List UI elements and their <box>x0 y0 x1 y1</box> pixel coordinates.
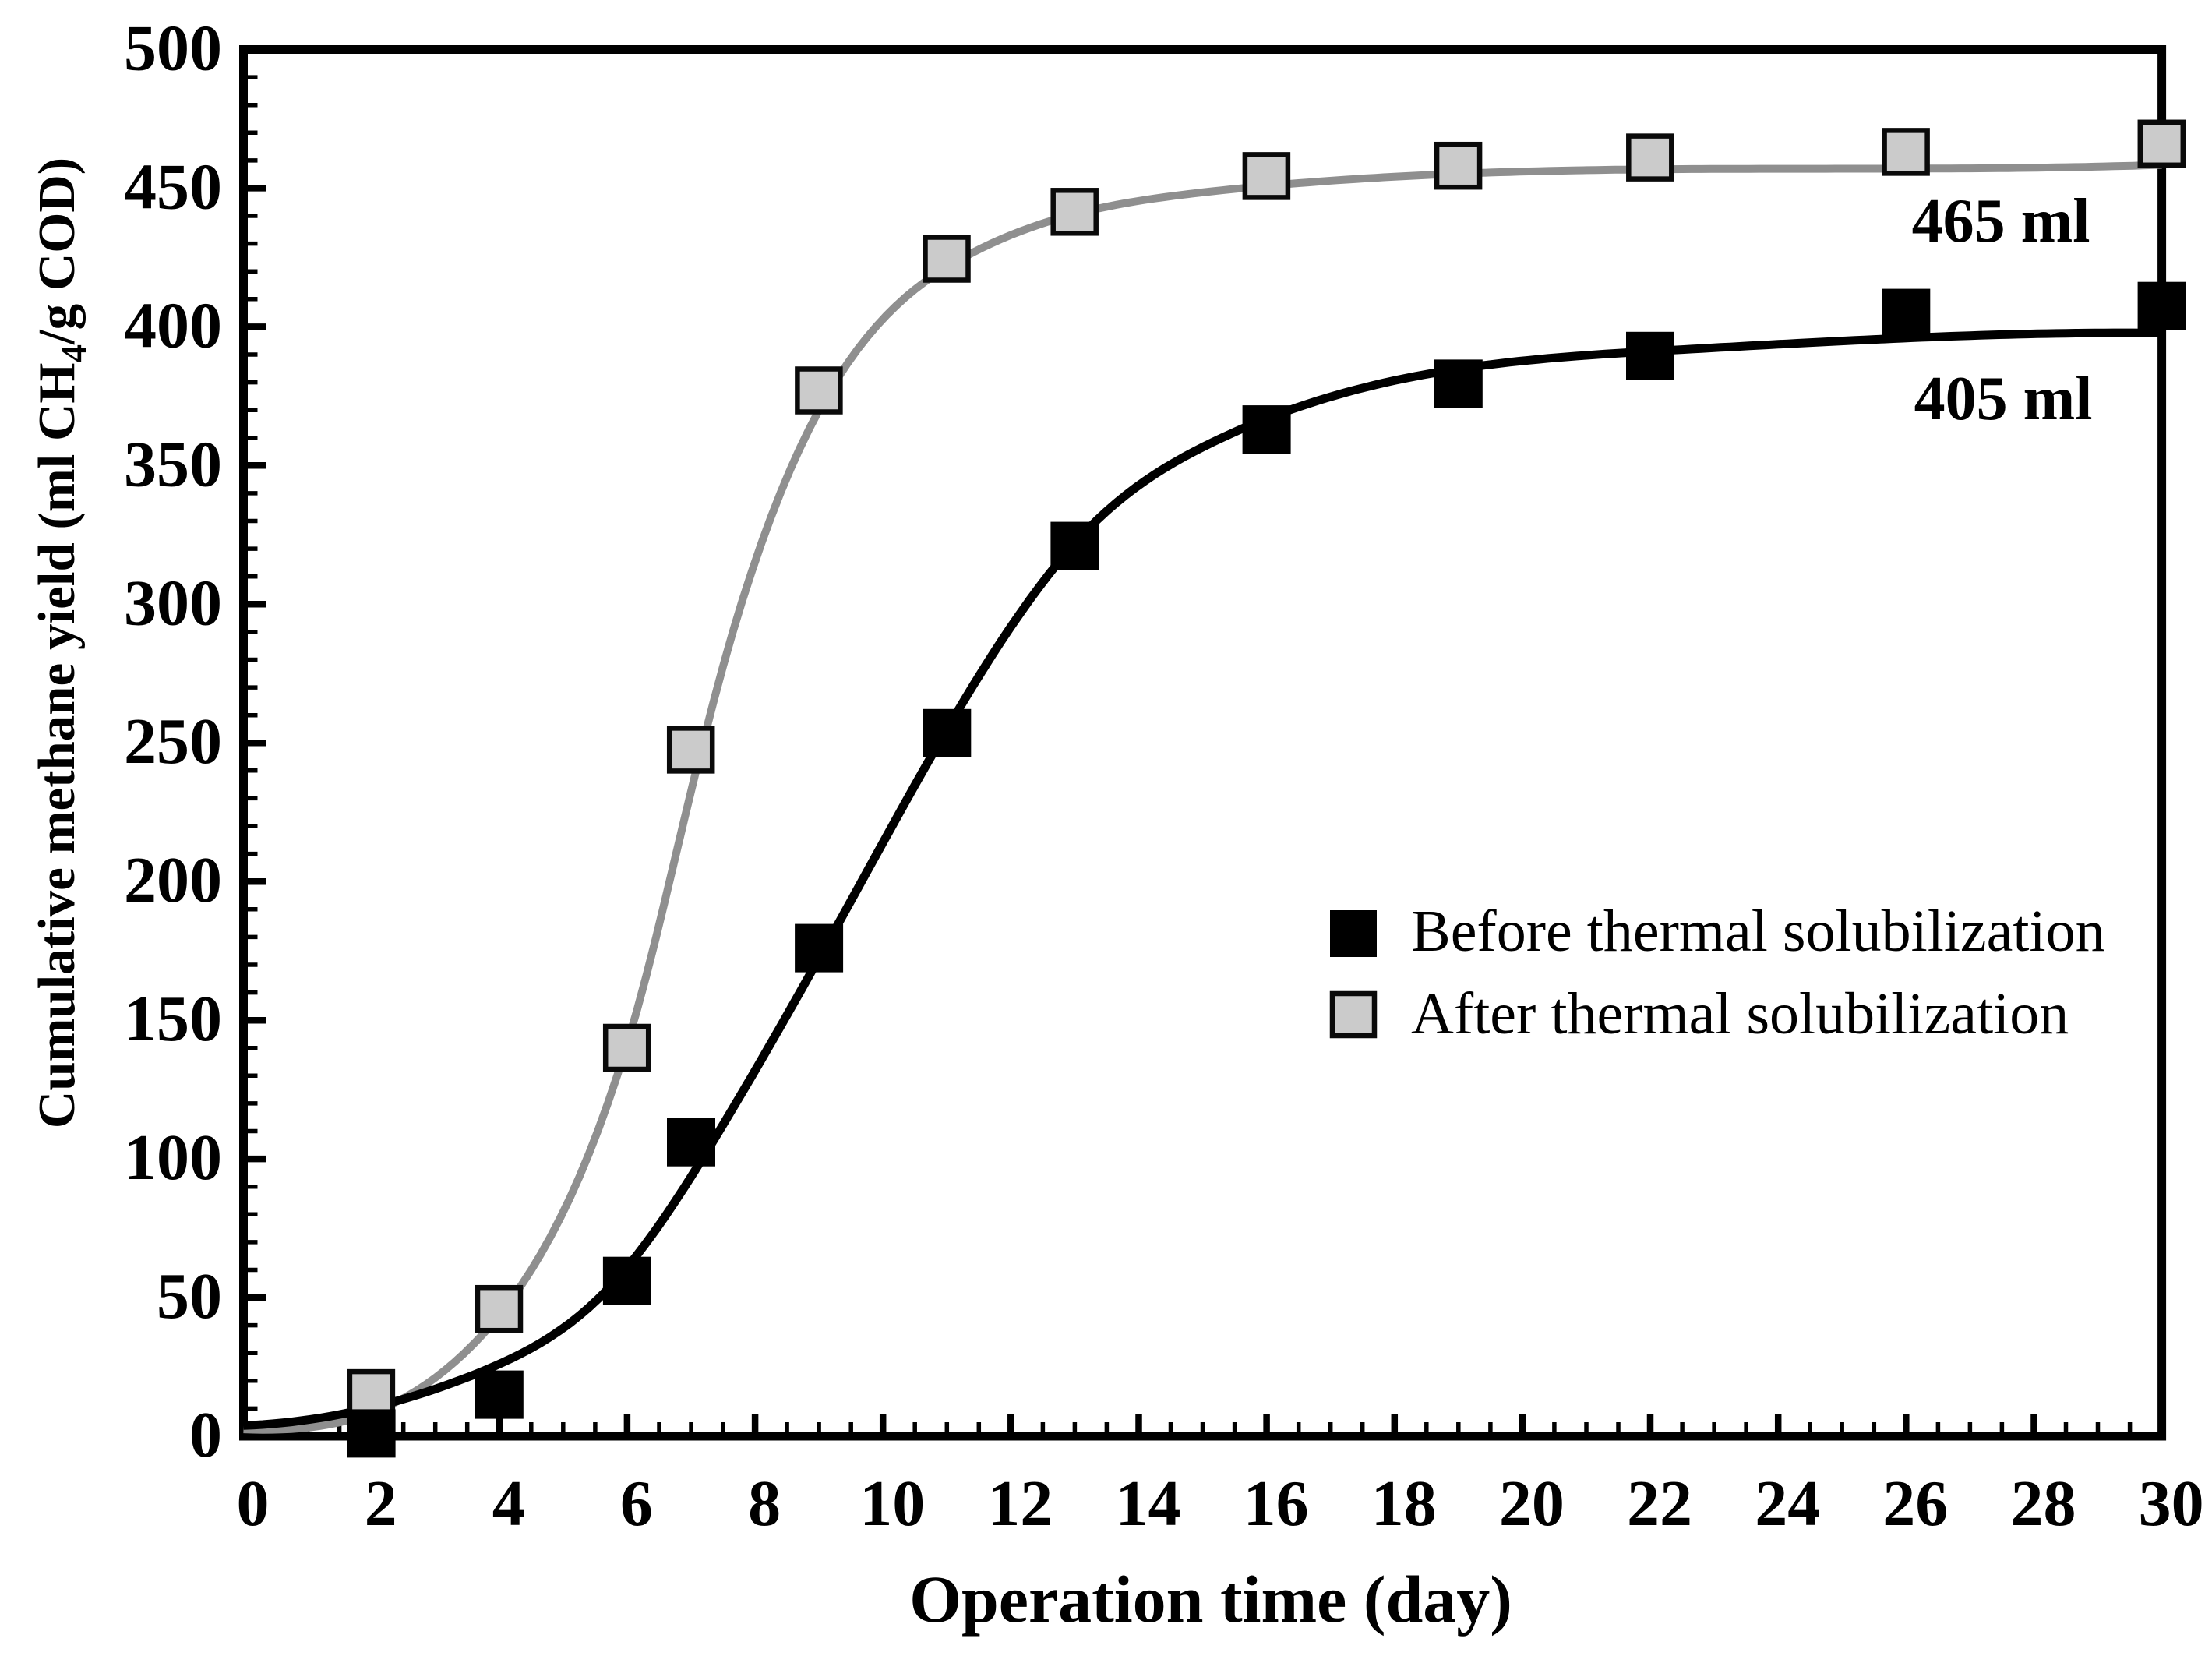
svg-text:450: 450 <box>124 150 222 223</box>
svg-text:150: 150 <box>124 983 222 1055</box>
svg-text:Cumulative methane yield (ml C: Cumulative methane yield (ml CH4/g COD) <box>28 157 94 1128</box>
svg-text:16: 16 <box>1244 1467 1309 1540</box>
svg-text:405 ml: 405 ml <box>1914 365 2093 433</box>
svg-text:20: 20 <box>1499 1467 1565 1540</box>
svg-text:500: 500 <box>124 12 222 85</box>
svg-text:24: 24 <box>1755 1467 1820 1540</box>
svg-text:400: 400 <box>124 289 222 362</box>
svg-text:200: 200 <box>124 844 222 916</box>
svg-text:Before thermal solubilization: Before thermal solubilization <box>1411 899 2105 964</box>
svg-text:18: 18 <box>1371 1467 1437 1540</box>
svg-text:50: 50 <box>157 1260 222 1333</box>
svg-text:12: 12 <box>987 1467 1053 1540</box>
svg-text:465 ml: 465 ml <box>1912 187 2090 256</box>
svg-text:4: 4 <box>492 1467 525 1540</box>
svg-text:100: 100 <box>124 1121 222 1194</box>
svg-text:14: 14 <box>1116 1467 1181 1540</box>
svg-text:2: 2 <box>365 1467 397 1540</box>
svg-text:0: 0 <box>237 1467 270 1540</box>
svg-text:22: 22 <box>1627 1467 1692 1540</box>
svg-text:28: 28 <box>2011 1467 2076 1540</box>
svg-text:10: 10 <box>859 1467 925 1540</box>
svg-text:350: 350 <box>124 428 222 500</box>
svg-text:300: 300 <box>124 567 222 639</box>
svg-text:0: 0 <box>189 1399 222 1471</box>
svg-text:After thermal solubilization: After thermal solubilization <box>1411 981 2069 1047</box>
svg-text:30: 30 <box>2139 1467 2204 1540</box>
svg-text:8: 8 <box>748 1467 781 1540</box>
svg-text:26: 26 <box>1882 1467 1948 1540</box>
svg-text:250: 250 <box>124 705 222 778</box>
svg-text:6: 6 <box>620 1467 653 1540</box>
svg-text:Operation time (day): Operation time (day) <box>909 1562 1512 1637</box>
